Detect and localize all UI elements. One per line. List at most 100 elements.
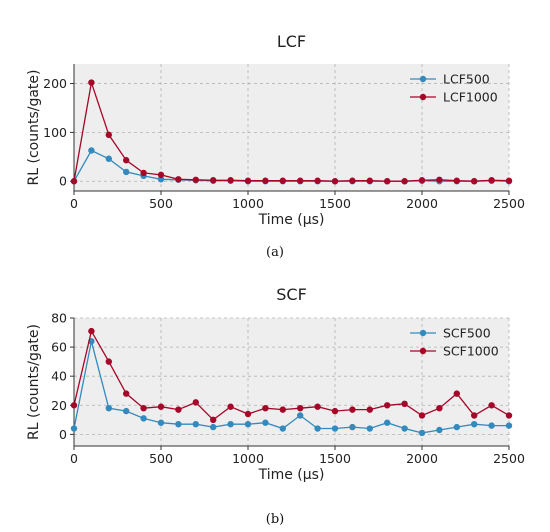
data-point-scf1000 bbox=[505, 412, 513, 419]
data-point-scf500 bbox=[314, 425, 321, 432]
x-tick-label: 500 bbox=[149, 196, 173, 211]
x-tick-label: 2000 bbox=[406, 196, 438, 211]
x-tick-label: 1500 bbox=[319, 451, 351, 466]
data-point-lcf1000 bbox=[505, 177, 513, 184]
data-point-scf500 bbox=[227, 420, 234, 428]
data-point-scf500 bbox=[471, 420, 478, 428]
data-point-scf1000 bbox=[88, 327, 95, 335]
data-point-scf500 bbox=[157, 419, 165, 426]
data-point-scf500 bbox=[401, 425, 408, 432]
data-point-scf500 bbox=[418, 429, 426, 437]
legend-label: SCF1000 bbox=[443, 344, 499, 359]
data-point-scf500 bbox=[140, 415, 147, 422]
data-point-scf1000 bbox=[105, 358, 113, 365]
data-point-lcf1000 bbox=[401, 178, 408, 185]
y-tick-label: 0 bbox=[59, 427, 67, 442]
data-point-lcf1000 bbox=[314, 177, 321, 184]
legend-label: LCF1000 bbox=[443, 90, 498, 105]
data-point-lcf1000 bbox=[384, 178, 391, 185]
data-point-scf1000 bbox=[210, 416, 217, 424]
data-point-scf1000 bbox=[244, 410, 252, 418]
data-point-lcf1000 bbox=[418, 177, 426, 184]
data-point-lcf1000 bbox=[123, 157, 130, 164]
x-tick-label: 0 bbox=[70, 451, 78, 466]
legend-label: LCF500 bbox=[443, 72, 490, 87]
data-point-scf1000 bbox=[349, 406, 356, 413]
legend: LCF500 LCF1000 bbox=[410, 72, 498, 105]
data-point-lcf500 bbox=[105, 155, 113, 162]
data-point-scf1000 bbox=[471, 412, 478, 419]
x-tick-label: 1000 bbox=[232, 196, 264, 211]
y-axis-label: RL (counts/gate) bbox=[26, 70, 42, 186]
legend-swatch-marker bbox=[419, 75, 427, 83]
data-point-lcf1000 bbox=[227, 177, 234, 184]
data-point-scf500 bbox=[488, 422, 495, 429]
x-tick-label: 0 bbox=[70, 196, 78, 211]
data-point-scf500 bbox=[297, 412, 304, 419]
x-tick-label: 2500 bbox=[493, 196, 525, 211]
data-point-lcf1000 bbox=[210, 177, 217, 184]
data-point-scf1000 bbox=[297, 404, 304, 412]
data-point-lcf1000 bbox=[70, 178, 78, 185]
data-point-scf1000 bbox=[453, 390, 460, 397]
data-point-scf500 bbox=[105, 404, 113, 412]
chart-lcf: 0 500 1000 1500 2000 2500 0 100 200 LCF Time (µs) R… bbox=[26, 32, 525, 228]
legend: SCF500 SCF1000 bbox=[410, 326, 499, 359]
data-point-lcf1000 bbox=[471, 178, 478, 185]
data-point-scf1000 bbox=[140, 404, 147, 412]
data-point-scf1000 bbox=[418, 412, 426, 419]
data-point-scf1000 bbox=[192, 399, 199, 406]
legend-label: SCF500 bbox=[443, 326, 491, 341]
data-point-scf500 bbox=[192, 420, 199, 428]
data-point-scf1000 bbox=[436, 404, 443, 412]
y-tick-label: 0 bbox=[59, 174, 67, 189]
data-point-lcf1000 bbox=[262, 177, 269, 184]
data-point-scf1000 bbox=[262, 404, 269, 412]
caption-a: (a) bbox=[266, 245, 284, 260]
data-point-scf500 bbox=[244, 420, 252, 428]
y-tick-label: 80 bbox=[51, 311, 67, 326]
data-point-scf1000 bbox=[175, 406, 182, 413]
x-tick-label: 500 bbox=[149, 451, 173, 466]
data-point-scf1000 bbox=[70, 402, 78, 409]
caption-b: (b) bbox=[265, 512, 285, 527]
y-axis-label: RL (counts/gate) bbox=[26, 324, 42, 440]
data-point-lcf1000 bbox=[349, 177, 356, 184]
legend-swatch-marker bbox=[419, 347, 427, 355]
data-point-scf1000 bbox=[157, 403, 165, 410]
data-point-lcf1000 bbox=[88, 79, 95, 86]
chart-title: SCF bbox=[276, 285, 307, 304]
data-point-scf500 bbox=[279, 425, 286, 432]
data-point-scf1000 bbox=[123, 390, 130, 397]
data-point-scf1000 bbox=[401, 400, 408, 408]
data-point-scf500 bbox=[123, 407, 130, 415]
x-tick-label: 1500 bbox=[319, 196, 351, 211]
data-point-scf1000 bbox=[366, 406, 373, 413]
x-tick-label: 2000 bbox=[406, 451, 438, 466]
data-point-scf500 bbox=[331, 425, 339, 432]
data-point-scf500 bbox=[505, 422, 513, 429]
y-tick-label: 100 bbox=[43, 125, 67, 140]
data-point-scf500 bbox=[210, 423, 217, 431]
data-point-scf500 bbox=[349, 423, 356, 431]
data-point-lcf500 bbox=[123, 168, 130, 176]
data-point-scf500 bbox=[175, 420, 182, 428]
data-point-scf500 bbox=[70, 425, 78, 432]
plot-area bbox=[74, 318, 509, 446]
data-point-scf500 bbox=[366, 425, 373, 432]
data-point-lcf1000 bbox=[157, 171, 165, 179]
data-point-scf500 bbox=[384, 419, 391, 426]
data-point-scf500 bbox=[453, 423, 460, 431]
data-point-lcf1000 bbox=[488, 177, 495, 184]
y-tick-label: 200 bbox=[43, 76, 67, 91]
data-point-lcf500 bbox=[157, 176, 165, 183]
y-tick-label: 20 bbox=[51, 398, 67, 413]
x-axis-label: Time (µs) bbox=[258, 467, 325, 483]
data-point-lcf1000 bbox=[366, 177, 373, 184]
data-point-scf1000 bbox=[227, 403, 234, 410]
data-point-lcf1000 bbox=[331, 178, 339, 185]
data-point-scf1000 bbox=[488, 402, 495, 409]
data-point-lcf1000 bbox=[105, 131, 113, 139]
data-point-scf500 bbox=[262, 419, 269, 426]
